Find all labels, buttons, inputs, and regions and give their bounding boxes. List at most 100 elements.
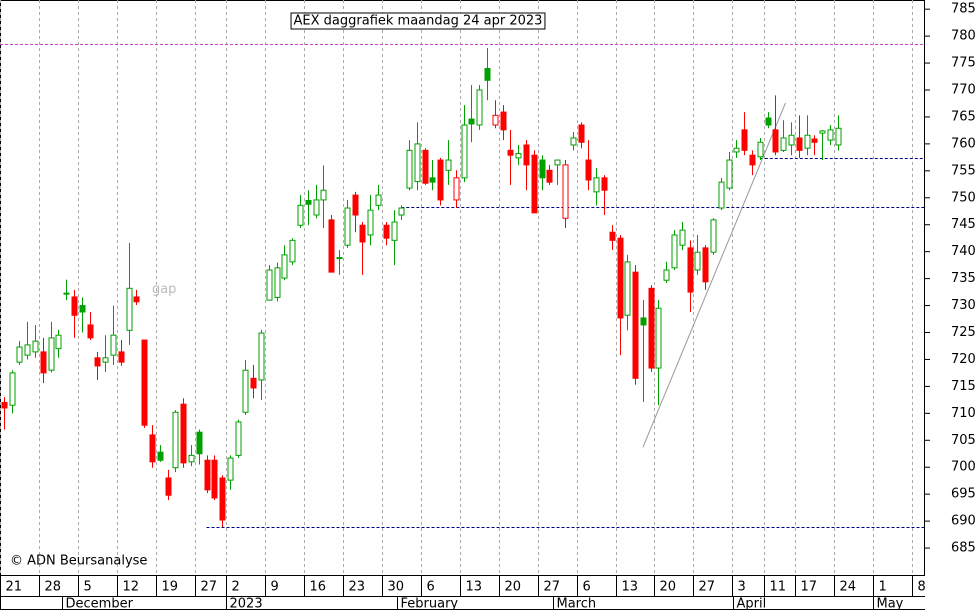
candle-body [702, 247, 709, 283]
candle-body [671, 234, 678, 269]
candle-body [718, 181, 725, 209]
candle-body [313, 199, 320, 216]
candle-body [87, 324, 94, 339]
candle-body [359, 224, 366, 243]
annotation: gap [152, 282, 176, 297]
trend-line [642, 102, 786, 448]
candle-body [570, 137, 577, 146]
x-tick-label: 2 [232, 580, 240, 595]
candle-body [531, 154, 538, 214]
candle-body [780, 137, 787, 151]
candle-body [165, 477, 172, 496]
candle-body [624, 261, 631, 316]
candle-body [352, 194, 359, 216]
candle-body [336, 257, 343, 260]
candle-body [188, 454, 195, 463]
candle-body [484, 67, 491, 81]
candle-body [258, 332, 265, 381]
y-tick-label: 705 [951, 433, 976, 448]
x-tick-label: 20 [505, 580, 522, 595]
candle-body [819, 130, 826, 134]
candle-body [733, 147, 740, 153]
candle-body [546, 169, 553, 183]
y-tick-label: 760 [951, 136, 976, 151]
x-tick-label: 21 [6, 580, 23, 595]
candle-body [640, 317, 647, 326]
candle-body [601, 177, 608, 191]
candle-body [835, 127, 842, 146]
candle-body [102, 357, 109, 363]
month-label: 2023 [230, 597, 263, 610]
candle-body [663, 269, 670, 281]
y-tick-label: 730 [951, 298, 976, 313]
x-tick-label: 5 [84, 580, 92, 595]
candle-body [196, 431, 203, 455]
candle-body [94, 357, 101, 367]
candle-body [172, 411, 179, 469]
x-tick-label: 17 [801, 580, 818, 595]
x-tick-label: 9 [271, 580, 279, 595]
x-tick-label: 30 [388, 580, 405, 595]
candle-body [648, 287, 655, 369]
candle-body [476, 89, 483, 126]
y-tick-label: 715 [951, 379, 976, 394]
candle-body [157, 451, 164, 461]
month-label: March [557, 597, 597, 610]
candle-body [141, 339, 148, 426]
candle-body [406, 149, 413, 189]
candle-body [297, 204, 304, 226]
candle-body [63, 292, 70, 295]
candle-body [515, 153, 522, 159]
y-tick-label: 745 [951, 217, 976, 232]
y-tick-label: 785 [951, 2, 976, 17]
candle-body [281, 254, 288, 279]
y-tick-label: 690 [951, 514, 976, 529]
title-box [290, 12, 546, 30]
y-tick-label: 750 [951, 190, 976, 205]
candle-body [679, 229, 686, 246]
copyright: © ADN Beursanalyse [10, 554, 147, 569]
candle-body [554, 159, 561, 166]
x-tick-label: 24 [840, 580, 857, 595]
candle-body [726, 159, 733, 189]
candle-body [593, 177, 600, 193]
candle-body [500, 111, 507, 131]
month-label: April [737, 597, 767, 610]
y-tick-label: 725 [951, 325, 976, 340]
candle-body [523, 144, 530, 166]
candle-body [180, 403, 187, 464]
candle-body [585, 159, 592, 181]
x-tick-label: 28 [45, 580, 62, 595]
x-tick-label: 27 [544, 580, 561, 595]
candle-body [344, 207, 351, 246]
candle-body [367, 209, 374, 236]
y-tick-label: 775 [951, 56, 976, 71]
candle-body [398, 207, 405, 216]
candle-body [422, 149, 429, 184]
candle-body [204, 459, 211, 491]
candle-body [788, 134, 795, 146]
x-tick-label: 27 [201, 580, 218, 595]
x-tick-label: 6 [583, 580, 591, 595]
y-tick-label: 735 [951, 271, 976, 286]
month-label: February [401, 597, 459, 610]
candle-body [578, 124, 585, 143]
candle-body [461, 124, 468, 179]
candle-body [655, 307, 662, 369]
candle-body [250, 377, 257, 389]
candle-body [453, 177, 460, 201]
y-tick-label: 710 [951, 406, 976, 421]
x-tick-label: 12 [123, 580, 140, 595]
candle-body [391, 221, 398, 241]
candle-body [305, 199, 312, 205]
x-tick-label: 20 [660, 580, 677, 595]
y-tick-label: 720 [951, 352, 976, 367]
plot-frame [0, 0, 925, 576]
x-tick-label: 16 [310, 580, 327, 595]
candle-body [796, 137, 803, 151]
candle-body [9, 372, 16, 406]
candle-body [79, 305, 86, 313]
candle-body [1, 402, 8, 409]
candle-body [632, 271, 639, 379]
